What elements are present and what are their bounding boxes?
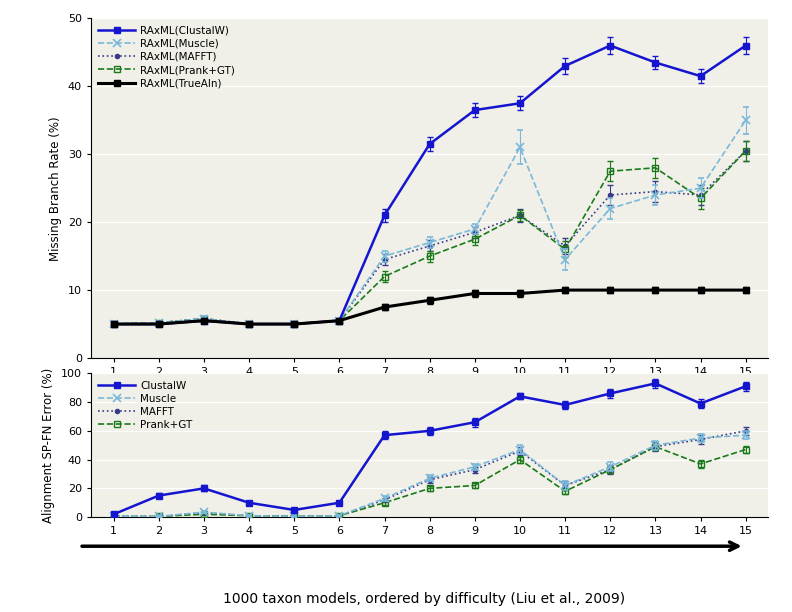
Legend: RAxML(ClustalW), RAxML(Muscle), RAxML(MAFFT), RAxML(Prank+GT), RAxML(TrueAln): RAxML(ClustalW), RAxML(Muscle), RAxML(MA… [94, 21, 239, 92]
Legend: ClustalW, Muscle, MAFFT, Prank+GT: ClustalW, Muscle, MAFFT, Prank+GT [94, 376, 196, 434]
Text: 1000 taxon models, ordered by difficulty (Liu et al., 2009): 1000 taxon models, ordered by difficulty… [223, 592, 625, 606]
Y-axis label: Missing Branch Rate (%): Missing Branch Rate (%) [49, 116, 63, 261]
Y-axis label: Alignment SP-FN Error (%): Alignment SP-FN Error (%) [43, 368, 55, 523]
